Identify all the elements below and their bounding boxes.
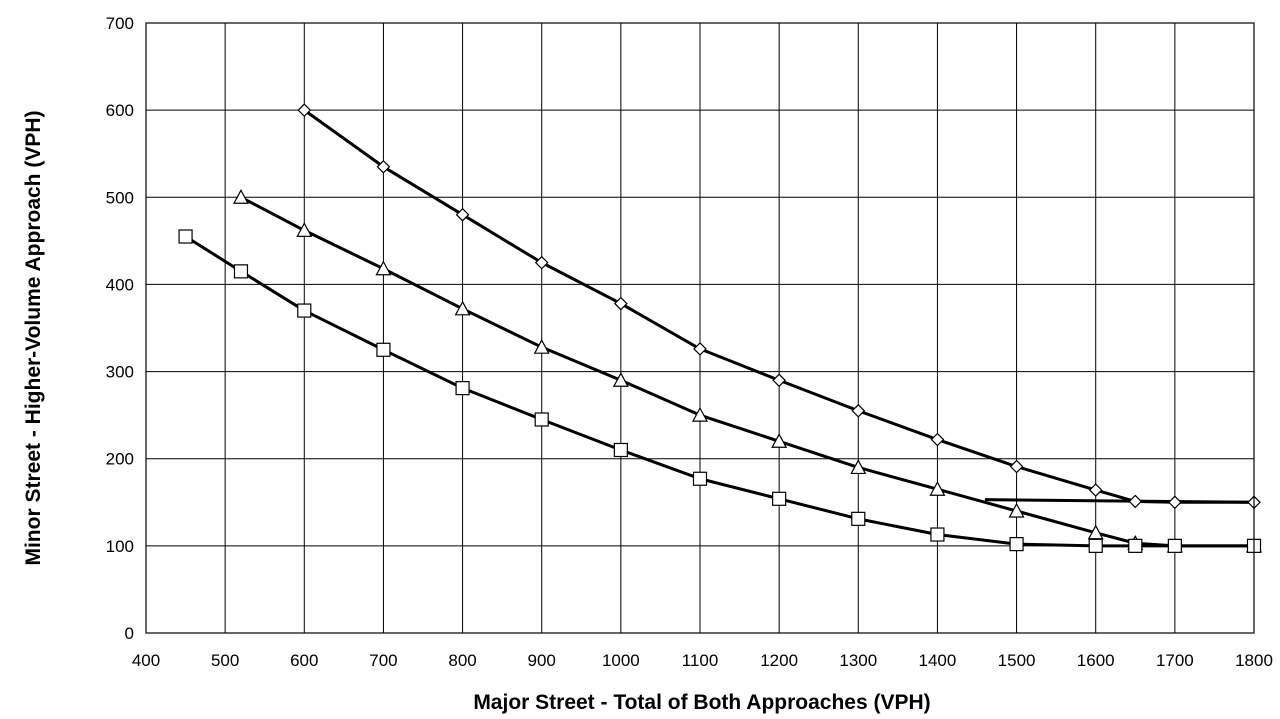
series-diamond (297, 103, 1261, 510)
data-point (1009, 537, 1024, 552)
y-tick-labels: 0 100 200 300 400 500 600 700 (106, 14, 134, 643)
data-point (1128, 494, 1143, 509)
series-square (178, 229, 1262, 553)
data-point (691, 406, 709, 422)
data-point (1008, 502, 1025, 518)
y-tick-label: 100 (106, 537, 134, 556)
data-point (297, 303, 312, 318)
data-point (613, 442, 628, 458)
series-line (184, 235, 1254, 548)
y-tick-label: 700 (106, 14, 134, 33)
data-point (1088, 483, 1103, 497)
data-point (612, 372, 629, 387)
data-point (1088, 538, 1103, 553)
data-point (851, 511, 866, 526)
data-point (376, 342, 391, 357)
data-point (1168, 495, 1182, 510)
x-tick-labels: 400 500 600 700 800 900 1000 1100 1200 1300 1400 15… (132, 651, 1273, 670)
data-point (534, 255, 549, 270)
data-point (454, 300, 471, 316)
data-point (772, 491, 787, 506)
series-triangle (232, 189, 1263, 553)
data-point (232, 189, 249, 204)
data-point (614, 296, 628, 311)
data-point (850, 459, 867, 475)
y-tick-label: 500 (106, 188, 134, 207)
y-axis-title: Minor Street - Higher-Volume Approach (V… (22, 110, 45, 565)
data-point (692, 471, 708, 486)
data-point (1128, 538, 1143, 553)
y-tick-label: 300 (106, 363, 134, 382)
x-tick-label: 700 (369, 651, 397, 670)
data-point (930, 432, 945, 447)
data-point (930, 527, 945, 542)
data-point (233, 264, 249, 279)
x-tick-label: 400 (132, 651, 160, 670)
data-point (771, 433, 788, 448)
y-tick-label: 600 (106, 101, 134, 120)
y-tick-label: 0 (125, 624, 134, 643)
data-point (693, 342, 707, 356)
x-tick-label: 1700 (1156, 651, 1194, 670)
y-tick-label: 400 (106, 275, 134, 294)
data-point (375, 260, 392, 276)
x-tick-label: 600 (290, 651, 318, 670)
data-point (455, 207, 470, 222)
series (178, 103, 1263, 553)
data-point (1167, 538, 1182, 553)
x-axis-title: Major Street - Total of Both Approaches … (473, 691, 930, 714)
x-tick-label: 1100 (682, 651, 719, 670)
series-line (303, 108, 1254, 504)
x-tick-label: 1000 (602, 651, 640, 670)
x-tick-label: 1300 (839, 651, 877, 670)
x-tick-label: 1500 (998, 651, 1036, 670)
y-tick-label: 200 (106, 450, 134, 469)
data-point (455, 381, 470, 396)
data-point (929, 480, 946, 496)
x-tick-label: 900 (528, 651, 556, 670)
data-point (376, 159, 391, 174)
x-tick-label: 1800 (1235, 651, 1273, 670)
data-point (297, 103, 312, 117)
x-tick-label: 500 (211, 651, 239, 670)
data-point (533, 338, 550, 354)
data-point (534, 412, 549, 427)
x-tick-label: 1600 (1077, 651, 1115, 670)
data-point (772, 373, 786, 388)
x-tick-label: 1200 (760, 651, 798, 670)
data-point (296, 222, 313, 237)
x-tick-label: 1400 (919, 651, 957, 670)
data-point (851, 403, 866, 418)
x-tick-label: 800 (448, 651, 476, 670)
data-point (1009, 459, 1024, 474)
data-point (178, 229, 193, 244)
plot-frame (145, 22, 1255, 634)
